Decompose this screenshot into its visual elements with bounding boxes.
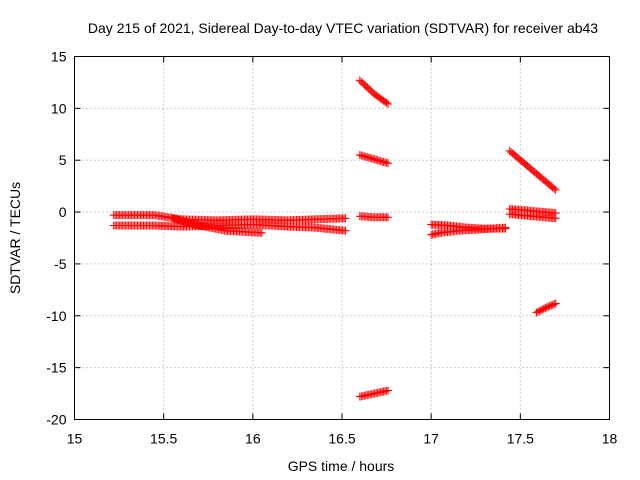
series-arc-1 [109,211,350,225]
plus-marker [384,159,393,168]
plus-marker [384,386,393,395]
series-arc-4 [355,76,393,108]
y-tick-label: -20 [46,412,66,428]
plus-marker [551,186,560,195]
x-tick-label: 17.5 [507,431,534,447]
plus-marker [384,99,393,108]
series-arc-7 [355,386,393,401]
series-arc-12 [505,210,560,223]
series-arc-5 [355,151,393,168]
x-tick-label: 18 [602,431,618,447]
x-axis-label: GPS time / hours [288,458,395,474]
y-tick-label: 5 [59,152,67,168]
plus-marker [501,223,510,232]
plus-marker [550,184,559,193]
plus-marker [341,226,350,235]
series-arc-13 [532,299,560,317]
series-arc-3 [168,214,266,237]
x-tick-label: 16.5 [328,431,355,447]
chart-title: Day 215 of 2021, Sidereal Day-to-day VTE… [88,20,598,36]
y-tick-label: -10 [46,308,66,324]
plus-marker [257,228,266,237]
x-tick-label: 17 [423,431,439,447]
plus-marker [382,98,391,107]
series-arc-2 [109,220,350,235]
y-tick-label: 10 [51,100,67,116]
axis-ticks: 15 15.5 16 16.5 17 17.5 18 -20 -15 -10 -5 0 5 10 15 [46,49,617,447]
series-arc-6 [355,212,393,222]
y-tick-label: 15 [51,49,67,65]
series-arc-9 [427,223,510,239]
data-points [109,76,560,401]
series-arc-10 [505,146,560,195]
y-tick-label: -15 [46,360,66,376]
plus-marker [341,214,350,223]
y-tick-label: 0 [59,204,67,220]
x-tick-label: 16 [245,431,261,447]
y-axis-label: SDTVAR / TECUs [7,182,23,294]
plus-marker [550,300,559,309]
y-tick-label: -5 [54,256,67,272]
plus-marker [384,213,393,222]
grid [74,56,610,420]
x-tick-label: 15.5 [150,431,177,447]
x-tick-label: 15 [67,431,83,447]
plus-marker [551,299,560,308]
plus-marker [551,214,560,223]
